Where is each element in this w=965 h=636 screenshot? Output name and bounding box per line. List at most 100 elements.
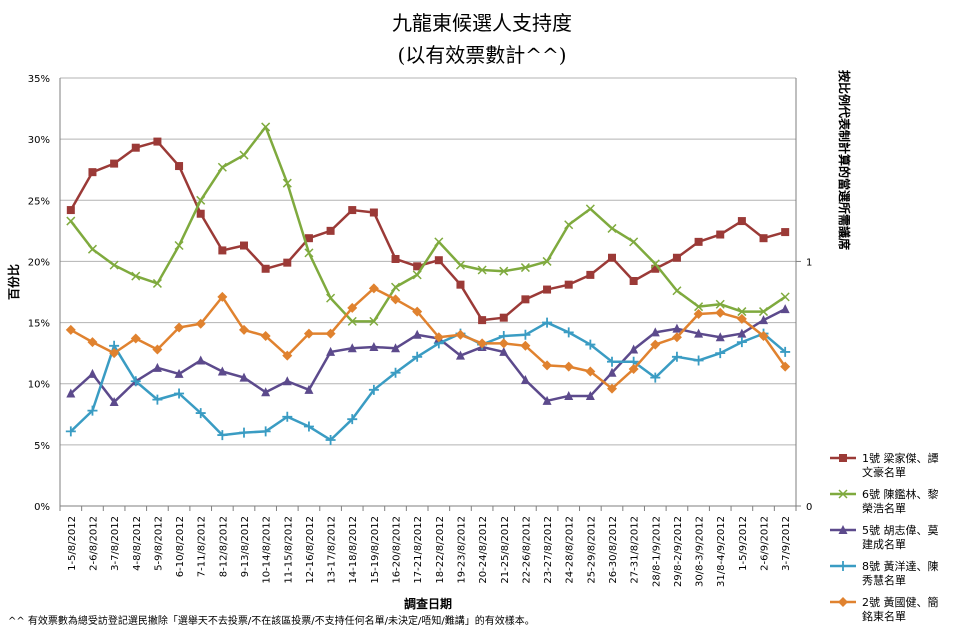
x-tick-label: 19-23/8/2012	[456, 516, 467, 584]
x-tick-label: 26-30/8/2012	[608, 516, 619, 584]
data-point	[629, 276, 638, 285]
x-tick-label: 22-26/8/2012	[521, 516, 532, 584]
data-point	[303, 328, 314, 339]
data-point	[672, 323, 682, 333]
data-point	[195, 318, 206, 329]
data-point	[175, 162, 184, 171]
data-point	[434, 237, 444, 247]
data-point	[239, 150, 249, 160]
data-point	[347, 302, 358, 313]
series-line	[69, 125, 786, 323]
x-tick-label: 9-13/8/2012	[240, 516, 251, 577]
data-point	[368, 384, 379, 395]
data-point	[66, 388, 76, 398]
data-point	[629, 344, 639, 354]
data-point	[628, 364, 639, 375]
data-point	[455, 260, 466, 270]
series-group	[66, 122, 790, 326]
data-point	[391, 343, 401, 353]
data-point	[413, 262, 422, 271]
data-point	[174, 368, 184, 378]
data-point	[325, 328, 336, 339]
data-point	[585, 366, 596, 377]
data-point	[542, 256, 552, 266]
data-point	[499, 346, 509, 356]
data-point	[564, 280, 573, 289]
data-point	[326, 293, 336, 303]
data-point	[715, 348, 726, 359]
x-axis-label: 調查日期	[404, 596, 452, 611]
data-point	[217, 291, 228, 302]
data-point	[455, 350, 465, 360]
data-point	[607, 223, 617, 233]
data-point	[737, 307, 747, 317]
data-point	[694, 328, 704, 338]
axes: 0% 5% 10% 15% 20% 25% 30% 35% 0 1	[28, 74, 813, 513]
data-point	[671, 351, 682, 362]
data-point	[780, 304, 790, 314]
x-tick-label: 28/8-1/9/2012	[651, 516, 662, 587]
series-line	[69, 140, 786, 322]
data-point	[520, 340, 531, 351]
x-tick-label: 16-20/8/2012	[392, 516, 403, 584]
data-point	[347, 316, 357, 326]
data-point	[87, 368, 97, 378]
data-point	[838, 597, 848, 607]
data-point	[780, 292, 790, 302]
x-tick-label: 17-21/8/2012	[413, 516, 424, 584]
data-point	[759, 234, 768, 243]
x-tick-label: 8-12/8/2012	[218, 516, 229, 577]
data-point	[585, 204, 595, 214]
data-point	[564, 220, 574, 230]
data-point	[87, 405, 98, 416]
x-tick-label: 2-6/9/2012	[760, 516, 771, 571]
series-line	[70, 287, 787, 390]
data-point	[607, 367, 617, 377]
data-point	[780, 361, 791, 372]
x-tick-label: 1-5/8/2012	[67, 516, 78, 571]
y-tick-label: 10%	[28, 380, 50, 391]
data-point	[456, 280, 465, 289]
data-point	[65, 324, 76, 335]
legend-item: 8號 黃洋達、陳秀慧名單	[830, 559, 939, 587]
y-tick-label: 25%	[28, 196, 50, 207]
x-tick-label: 25-29/8/2012	[586, 516, 597, 584]
data-point	[348, 206, 357, 215]
data-point	[218, 246, 227, 255]
data-point	[282, 350, 293, 361]
data-point	[737, 217, 746, 226]
legend-label: 5號 胡志偉、莫建成名單	[862, 523, 939, 551]
chart-title: 九龍東候選人支持度	[392, 11, 572, 35]
data-point	[152, 278, 162, 288]
data-point	[694, 302, 704, 312]
data-point	[412, 306, 423, 317]
data-point	[838, 489, 848, 499]
data-point	[130, 376, 141, 387]
data-point	[563, 327, 574, 338]
x-tick-label: 31/8-4/9/2012	[716, 516, 727, 587]
data-point	[520, 263, 530, 273]
legend-item: 2號 黃國健、簡銘東名單	[830, 595, 939, 623]
data-point	[110, 159, 119, 168]
data-point	[196, 195, 206, 205]
data-point	[304, 384, 314, 394]
data-point	[715, 307, 726, 318]
data-point	[152, 362, 162, 372]
data-point	[152, 344, 163, 355]
y-tick-label: 20%	[28, 257, 50, 268]
legend-item: 5號 胡志偉、莫建成名單	[830, 523, 939, 551]
data-point	[131, 143, 140, 152]
data-point	[629, 237, 639, 247]
data-point	[239, 427, 249, 438]
chart-subtitle: (以有效票數計^^)	[397, 43, 566, 67]
data-point	[671, 332, 682, 343]
x-tick-label: 10-14/8/2012	[262, 516, 273, 584]
data-point	[607, 383, 617, 394]
data-point	[433, 332, 444, 343]
data-point	[781, 228, 790, 237]
data-point	[693, 309, 704, 320]
data-point	[195, 408, 206, 419]
data-point	[585, 339, 596, 350]
data-point	[326, 346, 336, 356]
